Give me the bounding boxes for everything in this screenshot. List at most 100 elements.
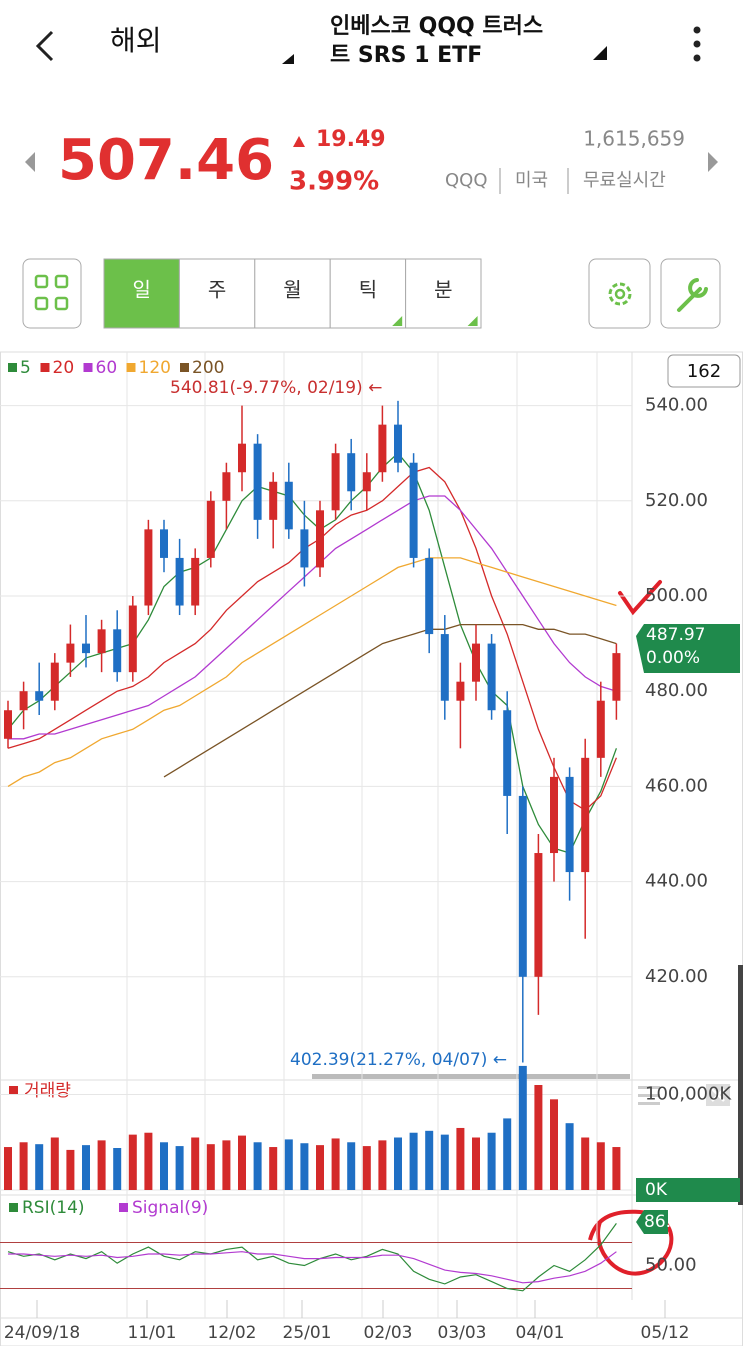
candle-body (518, 795, 527, 977)
x-tick-label: 02/03 (364, 1323, 413, 1343)
menu-button[interactable] (693, 26, 701, 62)
legend-label: 60 (96, 358, 118, 378)
legend-label: 120 (139, 358, 171, 378)
candle-body (175, 557, 184, 606)
volume-bar (144, 1132, 153, 1190)
tab-label[interactable]: 틱 (359, 278, 377, 302)
volume-bar (456, 1127, 465, 1190)
y-tick-label: 0K (645, 1180, 668, 1200)
prev-button[interactable] (25, 152, 35, 172)
rsi-last: 86.61 (644, 1212, 693, 1232)
stock-name[interactable]: 인베스코 QQQ 트러스 (330, 14, 543, 39)
annotation-circle (588, 1209, 674, 1276)
candle-body (534, 853, 543, 977)
last-change: 0.00% (646, 648, 700, 668)
candle-body (206, 500, 215, 558)
ma-line (163, 623, 617, 778)
volume-bar (378, 1140, 387, 1190)
legend-swatch (9, 1086, 18, 1095)
x-tick-label: 03/03 (438, 1323, 487, 1343)
section-title: 해외 (110, 24, 162, 57)
tab[interactable] (103, 258, 180, 329)
scrollbar[interactable] (312, 1074, 630, 1079)
tab[interactable] (178, 258, 256, 329)
candle-body (128, 605, 137, 673)
feed: 무료실시간 (583, 170, 666, 191)
stock-name[interactable]: 트 SRS 1 ETF (330, 43, 482, 68)
x-tick-label: 12/02 (208, 1323, 257, 1343)
tab-label[interactable]: 분 (434, 278, 452, 302)
volume-bar (487, 1132, 496, 1190)
settings-button[interactable] (588, 258, 651, 329)
candle-body (284, 481, 293, 530)
candle-body (503, 710, 512, 796)
tab[interactable] (329, 258, 407, 329)
volume-bar (362, 1146, 371, 1190)
volume-bar (440, 1134, 449, 1190)
volume-bar (191, 1137, 200, 1190)
volume: 1,615,659 (583, 127, 685, 151)
next-button[interactable] (708, 152, 718, 172)
volume-bar (4, 1147, 12, 1190)
panel-menu[interactable] (638, 1086, 660, 1105)
volume-bar (66, 1149, 75, 1190)
dropdown-icon[interactable] (282, 54, 294, 64)
volume-bar (97, 1140, 106, 1190)
candle-body (300, 529, 309, 568)
y-tick-label: 100,000K (645, 1084, 732, 1105)
volume-bar (425, 1130, 434, 1190)
volume-bar (503, 1118, 512, 1190)
volume-bar (284, 1139, 293, 1190)
ticker: QQQ (445, 170, 488, 191)
volume-bar (550, 1099, 558, 1190)
candle-body (596, 700, 605, 758)
volume-bar (300, 1143, 309, 1190)
volume-bar (331, 1138, 340, 1190)
dropdown-icon[interactable] (593, 46, 607, 60)
ma-line (7, 452, 618, 854)
y-tick-label: 500.00 (645, 585, 708, 606)
volume-bar (50, 1137, 59, 1190)
volume-bar (534, 1085, 543, 1190)
back-button[interactable] (35, 30, 54, 62)
count[interactable]: 162 (687, 361, 721, 382)
market: 미국 (515, 170, 548, 191)
change: 19.49 (316, 127, 386, 152)
candle-body (440, 634, 449, 701)
legend-label: 200 (192, 358, 224, 378)
tab-label[interactable]: 일 (132, 278, 150, 302)
candle-body (362, 472, 371, 492)
candle-body (113, 629, 122, 673)
x-tick-label: 24/09/18 (4, 1323, 80, 1343)
candle-body (19, 691, 28, 711)
volume-bar (222, 1140, 231, 1190)
tab-label[interactable]: 월 (283, 278, 301, 302)
volume-bar (316, 1145, 324, 1190)
candle-body (487, 643, 496, 711)
volume-bar (612, 1147, 621, 1190)
candle-body (409, 462, 418, 558)
candle-body (35, 691, 44, 701)
y-tick-label: 50.00 (645, 1255, 697, 1276)
candle-body (66, 643, 75, 663)
candle-body (144, 529, 153, 606)
candle-body (4, 710, 12, 739)
tab[interactable] (254, 258, 331, 329)
candle-body (316, 510, 324, 568)
candle-body (269, 481, 278, 520)
tab-label[interactable]: 주 (208, 278, 226, 302)
volume-bar (35, 1144, 44, 1190)
volume-bar (253, 1142, 262, 1190)
tab-corner (392, 316, 403, 326)
tab[interactable] (405, 258, 482, 329)
layout-button[interactable] (22, 258, 82, 329)
panel-close[interactable] (706, 1084, 730, 1106)
volume-title: 거래량 (24, 1081, 71, 1101)
x-tick-label: 05/12 (641, 1323, 690, 1343)
volume-bar (160, 1142, 168, 1190)
legend-label: 20 (53, 358, 75, 378)
count-box[interactable] (667, 354, 741, 388)
price: 507.46 (58, 128, 274, 193)
up-icon (293, 136, 305, 147)
tool-button[interactable] (660, 258, 721, 329)
